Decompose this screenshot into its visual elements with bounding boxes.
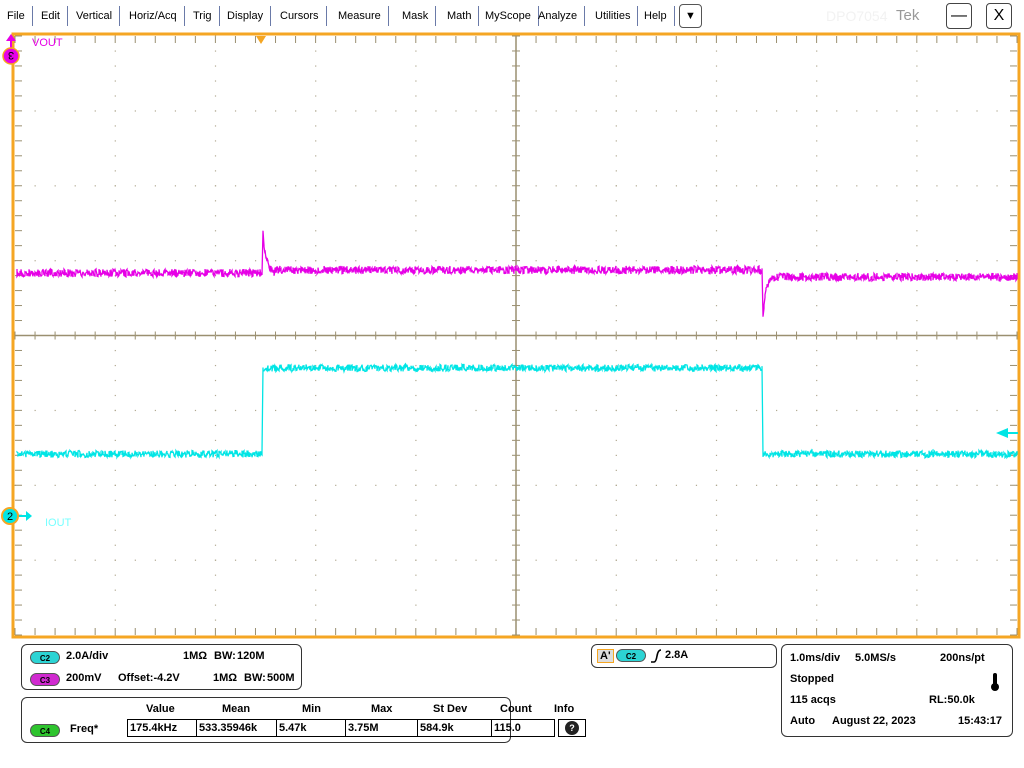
trigger-level: 2.8A (665, 649, 689, 661)
measure-cell-max: 3.75M (345, 719, 418, 737)
more-menu-button[interactable]: ▼ (679, 4, 702, 28)
measure-cell-value: 175.4kHz (127, 719, 197, 737)
ch3-impedance: 1MΩ (213, 672, 238, 684)
header-value: Value (146, 703, 175, 715)
model-label: DPO7054 (826, 8, 888, 24)
trigger-position-marker (256, 36, 266, 44)
menu-mask[interactable]: Mask (395, 6, 437, 26)
ch2-bandwidth: 120M (237, 650, 265, 662)
info-icon[interactable]: ? (558, 719, 586, 737)
ch3-bw-prefix: BW: (244, 672, 266, 684)
trigger-panel[interactable]: A' C2 2.8A (591, 644, 777, 668)
menu-vertical[interactable]: Vertical (69, 6, 121, 26)
measure-name: Freq* (70, 723, 99, 735)
menu-measure[interactable]: Measure (331, 6, 389, 26)
ch3-button[interactable]: C3 (30, 673, 60, 686)
ch3-bandwidth: 500M (267, 672, 295, 684)
ch4-button[interactable]: C4 (30, 724, 60, 737)
menu-horizacq[interactable]: Horiz/Acq (122, 6, 185, 26)
measure-cell-stdev: 584.9k (417, 719, 492, 737)
menu-math[interactable]: Math (440, 6, 480, 26)
ch3-scale: 200mV (66, 672, 102, 684)
menu-file[interactable]: File (0, 6, 33, 26)
ch2-impedance: 1MΩ (183, 650, 208, 662)
header-mean: Mean (222, 703, 251, 715)
menu-display[interactable]: Display (220, 6, 272, 26)
thermometer-icon (991, 673, 999, 691)
trigger-source: C2 (616, 649, 646, 662)
measurement-panel: Value Mean Min Max St Dev Count Info C4 … (21, 697, 574, 743)
waveform-display[interactable]: 3 VOUT 2 IOUT (0, 0, 1024, 640)
ch2-marker[interactable]: 2 (1, 507, 32, 525)
menu-edit[interactable]: Edit (34, 6, 68, 26)
ch2-waveform (16, 362, 1018, 460)
sample-rate: 5.0MS/s (855, 652, 896, 664)
tek-logo: Tek (896, 7, 920, 24)
ch3-marker[interactable]: 3 (2, 34, 20, 65)
acq-count: 115 acqs (790, 694, 836, 706)
menu-utilities[interactable]: Utilities (588, 6, 639, 26)
header-min: Min (302, 703, 321, 715)
rising-edge-icon (651, 649, 662, 663)
ch2-bw-prefix: BW: (214, 650, 236, 662)
menu-cursors[interactable]: Cursors (273, 6, 327, 26)
horizontal-panel[interactable]: 1.0ms/div 5.0MS/s 200ns/pt Stopped 115 a… (781, 644, 1013, 737)
ch2-label: IOUT (45, 517, 72, 529)
measure-cell-mean: 533.35946k (196, 719, 277, 737)
svg-text:3: 3 (8, 49, 14, 61)
header-stdev: St Dev (433, 703, 468, 715)
menu-myscope[interactable]: MyScope (478, 6, 539, 26)
measure-cell-count: 115.0 (491, 719, 555, 737)
ch3-label: VOUT (32, 37, 63, 49)
ch2-button[interactable]: C2 (30, 651, 60, 664)
header-max: Max (371, 703, 393, 715)
trigger-mode: A' (597, 649, 614, 663)
time-per-div: 1.0ms/div (790, 652, 841, 664)
header-count: Count (500, 703, 532, 715)
date: August 22, 2023 (832, 715, 916, 727)
minimize-button[interactable]: — (946, 3, 972, 29)
resolution: 200ns/pt (940, 652, 985, 664)
header-info: Info (554, 703, 575, 715)
ch3-offset: Offset:-4.2V (118, 672, 180, 684)
time: 15:43:17 (958, 715, 1003, 727)
trigger-level-marker (996, 428, 1008, 438)
record-length: RL:50.0k (929, 694, 975, 706)
channel-settings-panel: C2 2.0A/div 1MΩ BW: 120M C3 200mV Offset… (21, 644, 302, 690)
menu-help[interactable]: Help (637, 6, 675, 26)
measure-cell-min: 5.47k (276, 719, 346, 737)
close-button[interactable]: X (986, 3, 1012, 29)
svg-text:2: 2 (7, 511, 13, 523)
menu-analyze[interactable]: Analyze (531, 6, 586, 26)
acq-state: Stopped (790, 673, 834, 685)
ch3-waveform (16, 230, 1018, 317)
menu-bar: File Edit Vertical Horiz/Acq Trig Display Curs… (0, 0, 1024, 33)
trigger-mode-auto: Auto (790, 715, 816, 727)
menu-trig[interactable]: Trig (186, 6, 220, 26)
ch2-scale: 2.0A/div (66, 650, 109, 662)
